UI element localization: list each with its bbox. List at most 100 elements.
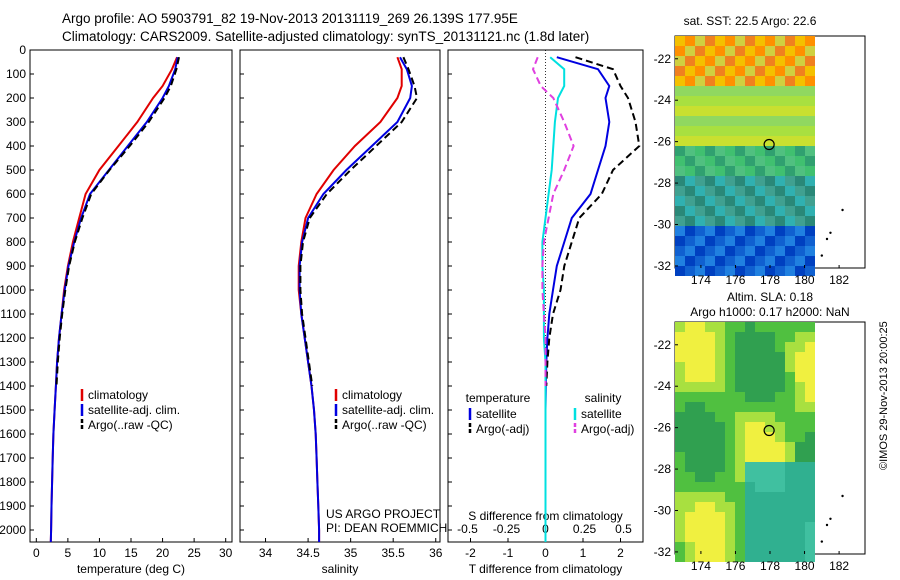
sst-map-cell [785,76,795,86]
sst-map-cell [755,136,765,146]
lat-tick-label: -28 [654,462,672,476]
sst-map-cell [685,146,695,156]
sla-map-cell [775,492,785,502]
sst-map-cell [805,136,815,146]
sst-map-cell [675,66,685,76]
sst-map-cell [735,156,745,166]
sst-map-cell [715,106,725,116]
sla-map-cell [745,422,755,432]
sst-map-cell [685,106,695,116]
sla-map-cell [785,362,795,372]
sla-map-cell [755,342,765,352]
sst-map-cell [805,116,815,126]
sla-map-cell [785,452,795,462]
sst-map-cell [695,186,705,196]
sla-map-cell [675,502,685,512]
sla-map-cell [795,342,805,352]
sst-map-cell [745,226,755,236]
sst-map-cell [695,266,705,276]
sla-map-cell [715,442,725,452]
sst-map-cell [785,196,795,206]
sla-map-cell [725,392,735,402]
sla-map-cell [695,422,705,432]
sst-map-cell [795,216,805,226]
sla-map-cell [755,532,765,542]
sst-map-cell [715,56,725,66]
sst-map-cell [725,246,735,256]
sst-map-cell [745,256,755,266]
sst-map-cell [725,76,735,86]
sst-map-cell [745,116,755,126]
sst-map-cell [685,116,695,126]
island-dot [841,208,844,212]
sla-map-cell [755,552,765,562]
sla-map-cell [715,542,725,552]
sla-map-cell [705,412,715,422]
sla-map-cell [715,382,725,392]
sst-map-cell [765,116,775,126]
sla-map-cell [805,362,815,372]
sst-map-cell [695,106,705,116]
sla-map-cell [795,322,805,332]
sst-map-cell [675,106,685,116]
sst-map-cell [795,126,805,136]
sla-map-cell [705,502,715,512]
sst-map-cell [765,176,775,186]
sst-map-cell [685,196,695,206]
sst-map-cell [765,46,775,56]
sst-map-cell [705,146,715,156]
sst-map-cell [785,216,795,226]
sla-map-cell [795,442,805,452]
sla-map-cell [695,552,705,562]
depth-tick-label: 600 [6,187,26,201]
sst-map-cell [685,36,695,46]
sla-map-cell [745,372,755,382]
sla-map-cell [705,342,715,352]
sst-map-cell [805,156,815,166]
x-tick-label: 10 [93,546,107,560]
sst-map-cell [695,156,705,166]
sst-map-cell [695,126,705,136]
sst-map-cell [805,246,815,256]
lat-tick-label: -24 [654,379,672,393]
depth-tick-label: 1900 [0,499,26,513]
legend-label: satellite [581,407,622,421]
sla-map-cell [765,492,775,502]
sla-map-cell [805,462,815,472]
sst-map-cell [775,156,785,166]
sla-map-cell [705,382,715,392]
sla-map-cell [675,442,685,452]
sst-map-cell [675,196,685,206]
sst-map-cell [675,136,685,146]
sst-map-cell [745,126,755,136]
sst-map-cell [745,206,755,216]
sst-map-cell [715,166,725,176]
sst-map-cell [715,66,725,76]
sla-map-cell [715,412,725,422]
sst-map-cell [695,196,705,206]
sst-map-cell [795,86,805,96]
sla-map-cell [725,402,735,412]
sla-map-cell [715,422,725,432]
sla-map-cell [735,402,745,412]
sla-map-cell [755,412,765,422]
sla-map-cell [675,452,685,462]
sla-map-cell [775,452,785,462]
sla-map-cell [685,352,695,362]
sst-map-cell [775,186,785,196]
x-tick-label: -1 [503,546,514,560]
sst-map-cell [755,46,765,56]
sla-map-cell [725,482,735,492]
x-tick-label: 35 [344,546,358,560]
sla-map-cell [705,552,715,562]
sst-map-cell [685,126,695,136]
x-tick-label: 36 [429,546,443,560]
sst-map-cell [785,106,795,116]
sst-map-cell [725,166,735,176]
sla-map-cell [765,462,775,472]
sla-map-cell [765,392,775,402]
sst-map-cell [765,246,775,256]
sla-map-cell [725,322,735,332]
sla-map-cell [765,542,775,552]
sst-map-cell [795,36,805,46]
